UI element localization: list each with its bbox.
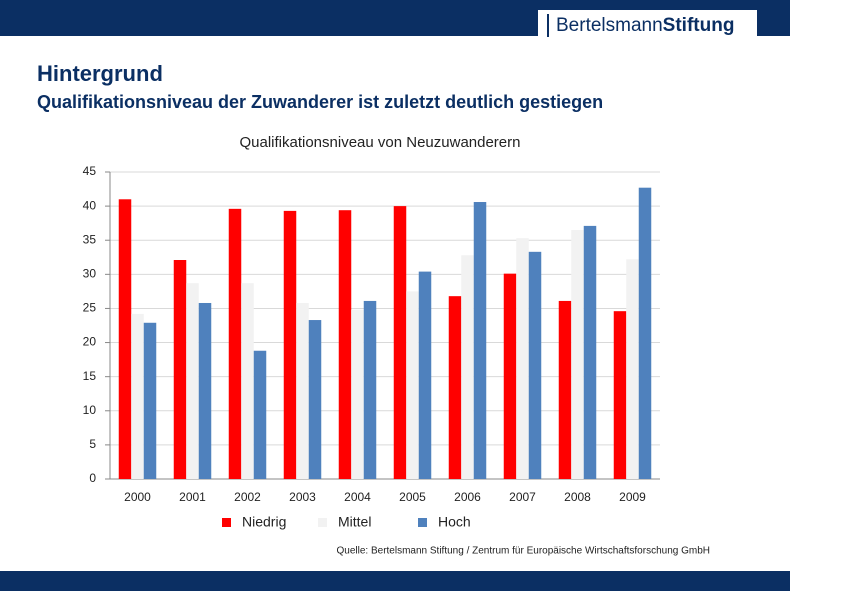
logo-part: Bertelsmann <box>556 15 663 36</box>
bar <box>186 283 199 479</box>
x-tick-label: 2006 <box>454 490 481 504</box>
bar <box>253 350 267 479</box>
slide-title: Hintergrund <box>37 61 163 86</box>
bar <box>626 259 639 479</box>
legend-label: Hoch <box>438 514 471 530</box>
bar <box>558 300 572 479</box>
bar <box>131 313 144 479</box>
bar <box>473 202 487 480</box>
y-tick-label: 15 <box>83 369 97 383</box>
bar <box>583 225 597 479</box>
bar <box>406 291 419 479</box>
x-tick-label: 2008 <box>564 490 591 504</box>
bar <box>283 210 297 480</box>
bar <box>461 255 474 479</box>
bar <box>308 320 322 479</box>
logo-part: Stiftung <box>663 15 735 36</box>
x-tick-label: 2003 <box>289 490 316 504</box>
bar <box>571 229 584 479</box>
bar <box>638 187 652 480</box>
bar <box>503 273 517 479</box>
y-tick-label: 10 <box>83 403 97 417</box>
y-tick-label: 5 <box>89 437 96 451</box>
x-tick-label: 2009 <box>619 490 646 504</box>
slide-subtitle: Qualifikationsniveau der Zuwanderer ist … <box>37 92 603 112</box>
legend-label: Mittel <box>338 514 371 530</box>
x-tick-label: 2007 <box>509 490 536 504</box>
y-tick-label: 20 <box>83 335 97 349</box>
x-tick-label: 2001 <box>179 490 206 504</box>
bar <box>143 322 157 479</box>
bar <box>296 302 309 479</box>
bar <box>516 238 529 479</box>
logo-box <box>538 10 757 41</box>
y-tick-label: 45 <box>83 164 97 178</box>
legend-label: Niedrig <box>242 514 286 530</box>
y-tick-label: 0 <box>89 471 96 485</box>
bar <box>228 208 242 479</box>
bar <box>528 251 542 479</box>
bottom-bar <box>0 571 790 591</box>
bar <box>418 271 432 479</box>
y-tick-label: 40 <box>83 198 97 212</box>
x-tick-label: 2005 <box>399 490 426 504</box>
chart-title: Qualifikationsniveau von Neuzuwanderern <box>239 134 520 151</box>
y-tick-label: 25 <box>83 301 97 315</box>
bar <box>351 309 364 479</box>
y-tick-label: 30 <box>83 267 97 281</box>
bar <box>613 311 627 479</box>
bar <box>393 206 407 479</box>
bar <box>241 283 254 479</box>
logo: BertelsmannStiftung <box>556 15 734 36</box>
bar <box>363 300 377 479</box>
bar <box>448 296 462 479</box>
bar <box>118 199 132 480</box>
x-tick-label: 2000 <box>124 490 151 504</box>
bar <box>338 210 352 479</box>
legend-swatch <box>418 518 427 527</box>
bar <box>198 302 212 479</box>
legend-swatch <box>222 518 231 527</box>
bar <box>173 260 187 479</box>
x-tick-label: 2004 <box>344 490 371 504</box>
source: Quelle: Bertelsmann Stiftung / Zentrum f… <box>337 546 711 557</box>
legend-swatch <box>318 518 327 527</box>
x-tick-label: 2002 <box>234 490 261 504</box>
y-tick-label: 35 <box>83 232 97 246</box>
